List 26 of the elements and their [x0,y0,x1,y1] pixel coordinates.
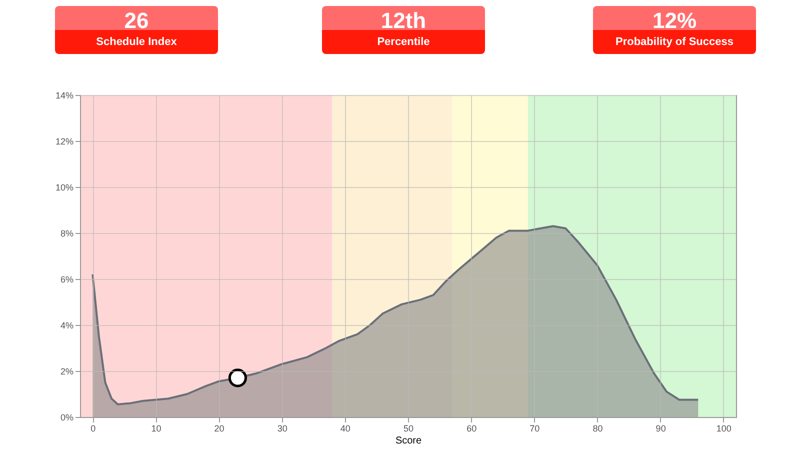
text: 12% [651,8,698,34]
text: 12th [380,8,428,34]
x-tick-label: 60 [466,424,477,434]
text: Probability of Success [614,35,734,50]
y-tick-label: 12% [55,136,74,146]
y-tick-label: 10% [55,182,74,192]
y-tick-label: 8% [60,228,74,238]
text: Percentile [376,35,431,50]
x-tick-label: 80 [592,424,603,434]
x-axis-title: Score [395,436,422,446]
x-tick-label: 90 [656,424,666,434]
x-tick-label: 20 [214,424,224,434]
x-tick-label: 100 [716,424,732,434]
text: Schedule Index [95,35,178,50]
text: 26 [123,8,150,34]
y-tick-label: 6% [60,274,74,284]
y-tick-label: 2% [60,366,74,376]
y-tick-label: 14% [55,90,74,100]
x-tick-label: 40 [340,424,350,434]
x-tick-label: 10 [151,424,162,434]
y-tick-label: 4% [60,320,74,330]
x-tick-label: 30 [277,424,288,434]
y-tick-label: 0% [60,412,74,422]
x-tick-label: 50 [403,424,414,434]
x-tick-label: 0 [90,424,96,434]
x-tick-label: 70 [530,424,540,434]
